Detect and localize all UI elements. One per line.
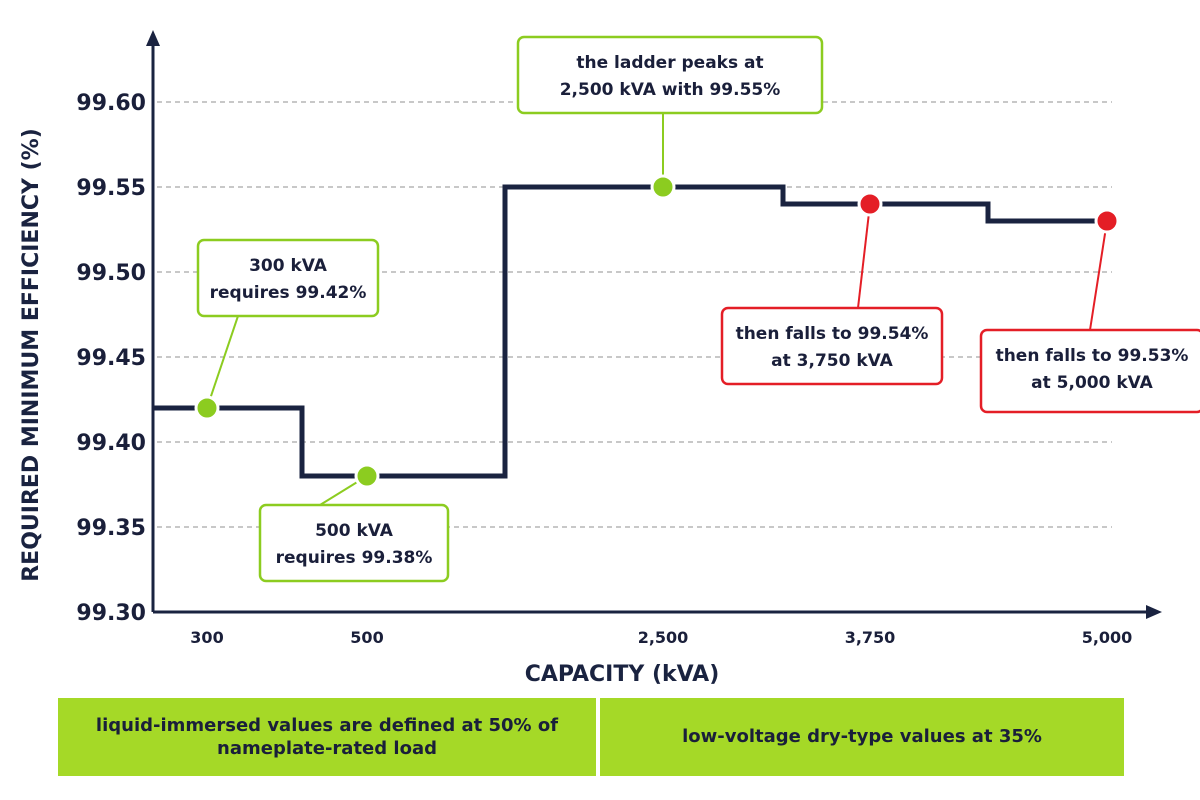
footer-note-liquid-immersed: liquid-immersed values are defined at 50… — [58, 698, 596, 776]
callout-text: requires 99.38% — [276, 548, 433, 568]
x-tick-label: 5,000 — [1082, 628, 1133, 647]
y-tick-label: 99.30 — [76, 601, 146, 626]
callout-box — [979, 328, 1200, 414]
tick-labels: 99.30 99.35 99.40 99.45 99.50 99.55 99.60 300 50… — [76, 91, 1132, 647]
y-tick-label: 99.40 — [76, 431, 146, 456]
callout-text: 300 kVA — [249, 256, 328, 276]
callout-text: then falls to 99.54% — [736, 324, 929, 344]
y-tick-label: 99.35 — [76, 516, 146, 541]
callout-box — [516, 35, 824, 115]
callout-leader — [857, 203, 871, 309]
highlight-points — [194, 174, 1120, 489]
axes — [146, 30, 1162, 619]
x-tick-label: 500 — [350, 628, 383, 647]
data-point — [650, 174, 676, 200]
callout-box — [258, 503, 450, 583]
callout-box — [720, 306, 944, 386]
callout-text: 500 kVA — [315, 521, 394, 541]
x-tick-label: 300 — [190, 628, 223, 647]
x-tick-label: 3,750 — [845, 628, 896, 647]
y-axis-title: REQUIRED MINIMUM EFFICIENCY (%) — [19, 128, 44, 582]
callout-box — [196, 238, 380, 318]
data-point — [354, 463, 380, 489]
callout-text: the ladder peaks at — [576, 53, 763, 73]
y-axis-arrow — [146, 30, 160, 46]
data-point — [194, 395, 220, 421]
data-point — [1094, 208, 1120, 234]
step-line — [153, 184, 1107, 479]
data-point — [857, 191, 883, 217]
callouts: 300 kVA requires 99.42% 500 kVA requires 99… — [196, 35, 1200, 583]
callout-text: requires 99.42% — [210, 283, 367, 303]
y-tick-label: 99.60 — [76, 91, 146, 116]
x-axis-arrow — [1146, 605, 1162, 619]
callout-text: at 5,000 kVA — [1031, 373, 1154, 393]
callout-text: at 3,750 kVA — [771, 351, 894, 371]
y-tick-label: 99.55 — [76, 176, 146, 201]
callout-leader — [1089, 220, 1108, 331]
y-tick-label: 99.50 — [76, 261, 146, 286]
callout-text: 2,500 kVA with 99.55% — [560, 80, 781, 100]
footer-note-dry-type: low-voltage dry-type values at 35% — [600, 698, 1124, 776]
callout-leader — [206, 315, 239, 409]
step-chart: 99.30 99.35 99.40 99.45 99.50 99.55 99.60 300 50… — [19, 30, 1200, 687]
x-axis-title: CAPACITY (kVA) — [525, 662, 720, 687]
callout-text: then falls to 99.53% — [996, 346, 1189, 366]
series-line — [153, 184, 1107, 479]
x-tick-label: 2,500 — [638, 628, 689, 647]
y-tick-label: 99.45 — [76, 346, 146, 371]
